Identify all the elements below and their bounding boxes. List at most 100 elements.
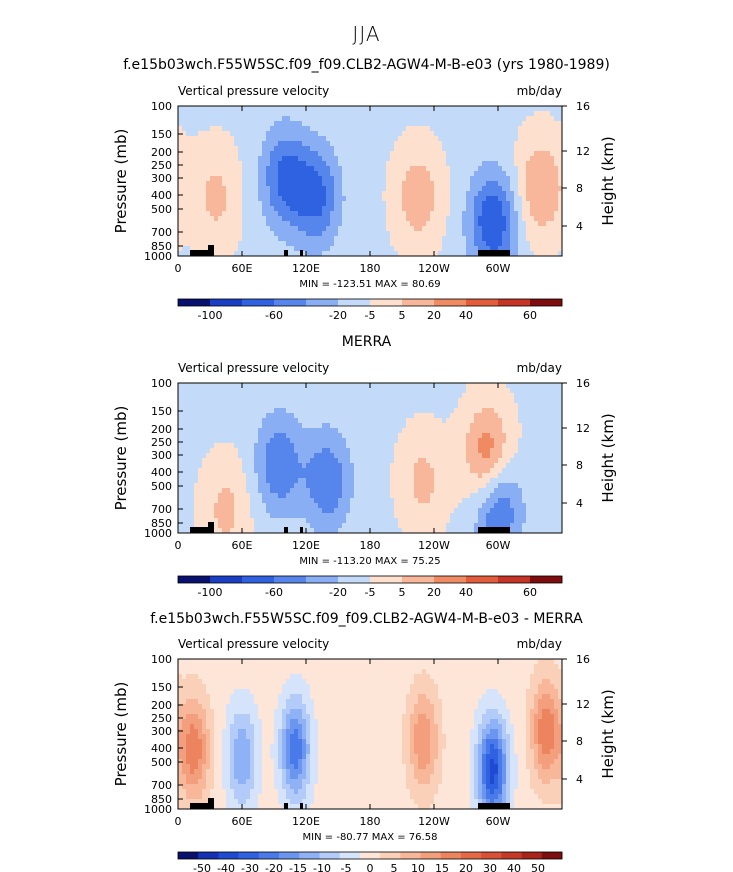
heat-cell [514, 201, 519, 207]
heat-cell [306, 171, 311, 177]
heat-cell [190, 106, 195, 112]
heat-cell [298, 523, 303, 529]
heat-cell [210, 418, 215, 424]
heat-cell [266, 206, 271, 212]
heat-cell [494, 221, 499, 227]
heat-cell [210, 211, 215, 217]
heat-cell [186, 383, 191, 389]
heat-cell [362, 398, 367, 404]
heat-cell [354, 488, 359, 494]
heat-cell [410, 186, 415, 192]
heat-cell [494, 121, 499, 127]
heat-cell [398, 111, 403, 117]
heat-cell [358, 116, 363, 122]
heat-cell [342, 523, 347, 529]
heat-cell [538, 156, 543, 162]
heat-cell [402, 438, 407, 444]
heat-cell [430, 443, 435, 449]
heat-cell [386, 388, 391, 394]
heat-cell [330, 433, 335, 439]
heat-cell [358, 221, 363, 227]
heat-cell [394, 156, 399, 162]
heat-cell [278, 141, 283, 147]
heat-cell [318, 126, 323, 132]
heat-cell [262, 116, 267, 122]
heat-cell [350, 211, 355, 217]
heat-cell [426, 528, 431, 534]
heat-cell [246, 211, 251, 217]
heat-cell [266, 126, 271, 132]
heat-cell [418, 121, 423, 127]
heat-cell [370, 191, 375, 197]
heat-cell [542, 221, 547, 227]
heat-cell [218, 151, 223, 157]
heat-cell [406, 176, 411, 182]
heat-cell [558, 221, 563, 227]
heat-cell [290, 398, 295, 404]
heat-cell [534, 241, 539, 247]
heat-cell [226, 231, 231, 237]
heat-cell [210, 131, 215, 137]
heat-cell [338, 478, 343, 484]
heat-cell [390, 146, 395, 152]
heat-cell [386, 398, 391, 404]
heat-cell [290, 171, 295, 177]
heat-cell [474, 236, 479, 242]
heat-cell [530, 191, 535, 197]
heat-cell [394, 393, 399, 399]
heat-cell [190, 508, 195, 514]
heat-cell [466, 246, 471, 252]
heat-cell [358, 181, 363, 187]
heat-cell [286, 166, 291, 172]
heat-cell [270, 483, 275, 489]
colorbar-label: -100 [198, 309, 223, 322]
heat-cell [442, 428, 447, 434]
heat-cell [214, 156, 219, 162]
heat-cell [402, 166, 407, 172]
heat-cell [326, 146, 331, 152]
heat-cell [402, 236, 407, 242]
heat-cell [266, 498, 271, 504]
heat-cell [326, 191, 331, 197]
heat-cell [262, 166, 267, 172]
heat-cell [550, 196, 555, 202]
heat-cell [270, 463, 275, 469]
heat-cell [178, 141, 183, 147]
heat-cell [254, 241, 259, 247]
heat-cell [518, 111, 523, 117]
heat-cell [358, 226, 363, 232]
heat-cell [318, 141, 323, 147]
heat-cell [326, 216, 331, 222]
heat-cell [178, 388, 183, 394]
heat-cell [254, 186, 259, 192]
heat-cell [326, 221, 331, 227]
heat-cell [302, 241, 307, 247]
heat-cell [270, 448, 275, 454]
heat-cell [354, 503, 359, 509]
heat-cell [518, 181, 523, 187]
heat-cell [206, 498, 211, 504]
heat-cell [218, 206, 223, 212]
heat-cell [222, 528, 227, 534]
heat-cell [258, 196, 263, 202]
heat-cell [346, 176, 351, 182]
heat-cell [266, 156, 271, 162]
heat-cell [346, 111, 351, 117]
heat-cell [374, 528, 379, 534]
heat-cell [210, 473, 215, 479]
heat-cell [366, 156, 371, 162]
heat-cell [346, 518, 351, 524]
heat-cell [386, 191, 391, 197]
heat-cell [186, 488, 191, 494]
heat-cell [238, 508, 243, 514]
heat-cell [274, 413, 279, 419]
heat-cell [554, 226, 559, 232]
heat-cell [358, 131, 363, 137]
heat-cell [354, 413, 359, 419]
heat-cell [330, 513, 335, 519]
heat-cell [246, 176, 251, 182]
heat-cell [314, 241, 319, 247]
heat-cell [238, 221, 243, 227]
heat-cell [242, 388, 247, 394]
heat-cell [450, 111, 455, 117]
